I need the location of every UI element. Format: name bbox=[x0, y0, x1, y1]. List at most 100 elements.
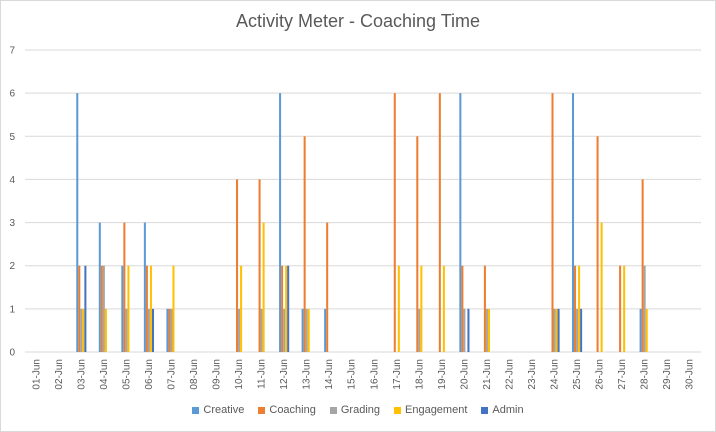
legend-swatch bbox=[258, 406, 266, 414]
bar bbox=[151, 308, 155, 352]
bar bbox=[483, 265, 486, 352]
y-tick-label: 3 bbox=[9, 218, 15, 229]
bar bbox=[100, 265, 103, 352]
bar bbox=[420, 265, 423, 352]
x-tick-label: 30-Jun bbox=[685, 359, 696, 390]
legend-label: Creative bbox=[203, 404, 245, 416]
bar bbox=[285, 265, 288, 352]
bar bbox=[645, 308, 648, 352]
legend-swatch bbox=[394, 406, 401, 414]
bar bbox=[551, 93, 554, 353]
bar bbox=[102, 265, 105, 352]
bar bbox=[459, 93, 462, 353]
bar bbox=[467, 308, 470, 352]
legend-item: Admin bbox=[481, 404, 524, 416]
y-tick-label: 7 bbox=[9, 46, 15, 57]
x-tick-label: 08-Jun bbox=[189, 359, 200, 390]
bar bbox=[307, 308, 310, 352]
bar bbox=[416, 136, 419, 352]
bar bbox=[98, 222, 101, 352]
legend-swatch bbox=[481, 406, 489, 414]
x-tick-label: 03-Jun bbox=[76, 359, 87, 390]
chart-title: Activity Meter - Coaching Time bbox=[235, 11, 481, 31]
y-tick-label: 0 bbox=[9, 348, 15, 359]
bar bbox=[578, 265, 581, 352]
x-tick-label: 29-Jun bbox=[662, 359, 673, 390]
bar bbox=[149, 265, 152, 352]
x-tick-label: 17-Jun bbox=[392, 359, 403, 390]
bar bbox=[262, 222, 265, 352]
x-tick-label: 20-Jun bbox=[459, 359, 470, 390]
bar bbox=[147, 308, 150, 352]
x-tick-label: 06-Jun bbox=[144, 359, 155, 390]
bar bbox=[557, 308, 560, 352]
bar bbox=[397, 265, 400, 352]
legend-swatch bbox=[329, 406, 337, 414]
bar bbox=[580, 308, 583, 352]
bar bbox=[393, 93, 396, 353]
legend-label: Coaching bbox=[269, 404, 316, 416]
legend-label: Engagement bbox=[405, 404, 468, 416]
bar bbox=[305, 308, 308, 352]
bar bbox=[279, 93, 282, 353]
bar bbox=[258, 179, 261, 352]
x-tick-label: 19-Jun bbox=[437, 359, 448, 390]
x-tick-label: 01-Jun bbox=[31, 359, 42, 390]
x-tick-label: 04-Jun bbox=[99, 359, 110, 390]
x-tick-label: 25-Jun bbox=[572, 359, 583, 390]
x-tick-label: 12-Jun bbox=[279, 359, 290, 390]
x-tick-label: 15-Jun bbox=[347, 359, 358, 390]
x-tick-label: 21-Jun bbox=[482, 359, 493, 390]
bar bbox=[487, 308, 490, 352]
x-tick-label: 18-Jun bbox=[414, 359, 425, 390]
bar bbox=[639, 308, 642, 352]
x-tick-label: 05-Jun bbox=[121, 359, 132, 390]
bar bbox=[303, 136, 306, 352]
bar bbox=[143, 222, 146, 352]
bar bbox=[641, 179, 644, 352]
y-tick-label: 6 bbox=[9, 89, 15, 100]
bar bbox=[236, 179, 239, 352]
bar bbox=[301, 308, 304, 352]
bar bbox=[168, 308, 171, 352]
bar bbox=[260, 308, 263, 352]
x-tick-label: 09-Jun bbox=[212, 359, 223, 390]
x-tick-label: 07-Jun bbox=[166, 359, 177, 390]
bar bbox=[78, 265, 81, 352]
bar bbox=[418, 308, 421, 352]
bar bbox=[170, 308, 173, 352]
bar bbox=[596, 136, 599, 352]
bar bbox=[574, 265, 577, 352]
legend-item: Coaching bbox=[258, 404, 316, 416]
bar bbox=[576, 308, 579, 352]
bar bbox=[82, 308, 85, 352]
bar bbox=[438, 93, 441, 353]
bar bbox=[127, 265, 130, 352]
bar bbox=[485, 308, 488, 352]
bar bbox=[104, 308, 107, 352]
bar bbox=[283, 308, 286, 352]
bar bbox=[461, 265, 464, 352]
legend-label: Grading bbox=[340, 404, 380, 416]
x-tick-label: 24-Jun bbox=[550, 359, 561, 390]
bar bbox=[145, 265, 148, 352]
bar bbox=[80, 308, 83, 352]
bar bbox=[287, 265, 290, 352]
bar bbox=[84, 265, 87, 352]
bar bbox=[172, 265, 175, 352]
x-tick-label: 02-Jun bbox=[54, 359, 65, 390]
legend-swatch bbox=[192, 406, 200, 414]
x-tick-label: 22-Jun bbox=[504, 359, 515, 390]
x-tick-label: 11-Jun bbox=[257, 359, 268, 389]
legend-label: Admin bbox=[492, 404, 524, 416]
bar bbox=[166, 308, 169, 352]
bar bbox=[442, 265, 445, 352]
bar bbox=[555, 308, 558, 352]
bar bbox=[240, 265, 243, 352]
bar bbox=[76, 93, 79, 353]
x-tick-label: 16-Jun bbox=[369, 359, 380, 390]
x-tick-label: 27-Jun bbox=[617, 359, 628, 390]
x-tick-label: 10-Jun bbox=[234, 359, 245, 390]
x-tick-label: 26-Jun bbox=[595, 359, 606, 390]
